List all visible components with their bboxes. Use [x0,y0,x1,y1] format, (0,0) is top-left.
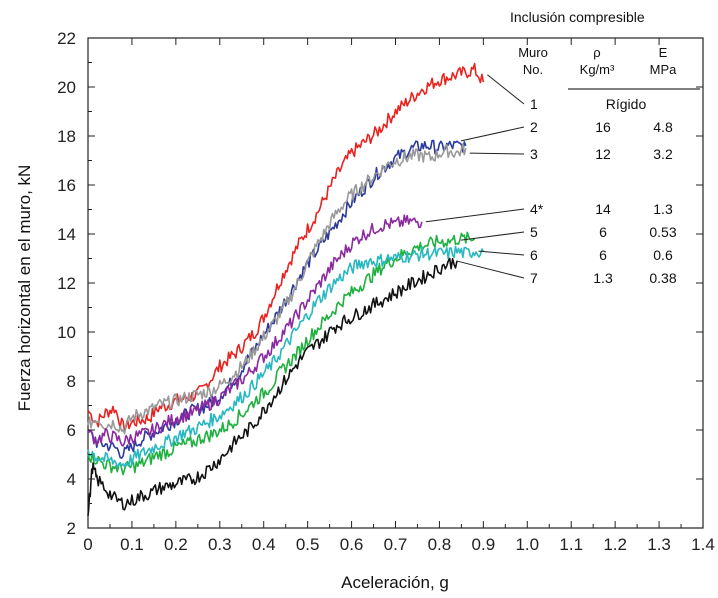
y-tick-label: 10 [57,323,76,342]
table-row-no: 4* [530,201,544,217]
x-tick-label: 0.5 [296,535,320,554]
x-tick-label: 0.6 [340,535,364,554]
table-header-2-1: MPa [650,62,678,77]
x-tick-label: 0.1 [120,535,144,554]
table-row-rho: 6 [599,224,607,240]
x-tick-label: 0.2 [164,535,188,554]
leader-line [487,74,525,105]
series-line-7 [87,257,458,516]
leader-line [469,152,525,155]
leader-line [456,260,525,279]
table-row-rho: 12 [595,146,611,162]
y-tick-label: 22 [57,29,76,48]
x-tick-label: 0.4 [252,535,276,554]
series-line-6 [87,245,485,469]
table-row-e: 0.38 [649,270,676,286]
series-line-5 [87,231,476,476]
x-tick-label: 1.3 [647,535,671,554]
y-tick-label: 8 [67,372,76,391]
leader-line [460,126,525,142]
table-header-1-0: ρ [593,45,600,60]
x-tick-label: 1.2 [603,535,627,554]
table-row-no: 6 [530,247,538,263]
table-row-e: 0.53 [649,224,676,240]
leader-lines [425,74,525,279]
table-row-rho: 14 [595,201,611,217]
leader-line [425,208,525,223]
series-layer [87,62,485,516]
x-tick-label: 1.4 [691,535,715,554]
table-header-2-0: E [659,45,668,60]
y-tick-label: 18 [57,127,76,146]
y-axis-title: Fuerza horizontal en el muro, kN [15,165,34,412]
table-row-rho: 6 [599,247,607,263]
table-row-e: 1.3 [653,201,673,217]
x-tick-label: 0.3 [208,535,232,554]
table-row-rho: 16 [595,119,611,135]
table-header-0-1: No. [523,62,543,77]
x-tick-label: 0 [83,535,92,554]
y-tick-label: 12 [57,274,76,293]
series-line-4star [87,214,423,447]
table-row-e: 4.8 [653,119,673,135]
x-tick-label: 0.9 [472,535,496,554]
y-tick-label: 2 [67,519,76,538]
table-row-e: 3.2 [653,146,673,162]
table-row-rho: 1.3 [593,270,613,286]
x-tick-label: 0.8 [428,535,452,554]
x-tick-label: 1.0 [515,535,539,554]
legend-table-title: Inclusión compresible [510,9,645,25]
y-tick-label: 20 [57,78,76,97]
axes: 0 0.1 0.2 0.3 0.4 0.5 0.6 0.7 0.8 0.9 1.0 1.1 1.2 1.3… [57,29,715,554]
table-header-0-0: Muro [518,45,548,60]
table-row-no: 1 [530,96,538,112]
table-row-no: 2 [530,119,538,135]
y-tick-label: 6 [67,421,76,440]
table-row-rigid: Rígido [606,96,647,112]
y-tick-label: 14 [57,225,76,244]
table-row-no: 3 [530,146,538,162]
series-line-1 [87,62,485,433]
x-tick-label: 1.1 [559,535,583,554]
table-header-1-1: Kg/m³ [580,62,615,77]
table-row-no: 5 [530,224,538,240]
series-line-2 [87,139,467,459]
table-row-e: 0.6 [653,247,673,263]
legend-table: Inclusión compresible Muro No. ρ Kg/m³ E MPa 1… [510,9,700,286]
y-tick-label: 4 [67,470,76,489]
x-axis-title: Aceleración, g [341,573,449,592]
series-line-3 [87,143,467,435]
leader-line [460,231,525,241]
y-tick-label: 16 [57,176,76,195]
leader-line [478,250,525,256]
x-tick-label: 0.7 [384,535,408,554]
table-row-no: 7 [530,270,538,286]
